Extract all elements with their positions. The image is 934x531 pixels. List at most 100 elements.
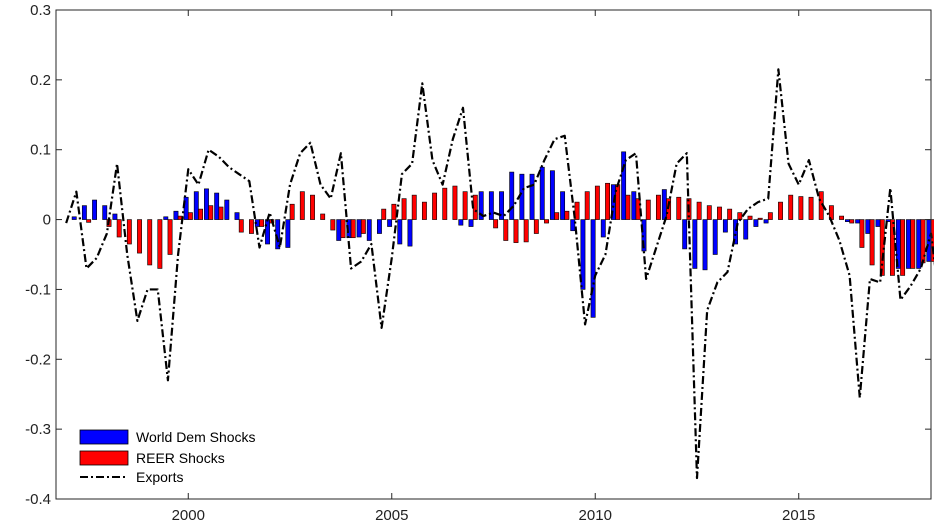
bar-reer xyxy=(249,219,254,234)
bars-layer xyxy=(71,151,934,318)
bar-world-dem xyxy=(722,219,728,233)
bar-reer xyxy=(238,219,244,233)
bar-reer xyxy=(86,219,92,223)
bar-reer xyxy=(706,205,712,220)
legend-swatch-world-dem xyxy=(79,429,129,445)
bar-world-dem xyxy=(600,219,606,238)
bar-world-dem xyxy=(234,212,240,220)
bar-world-dem xyxy=(753,219,759,227)
bar-reer xyxy=(676,196,682,220)
bar-reer xyxy=(299,191,305,220)
bar-reer xyxy=(757,217,763,220)
bar-reer xyxy=(747,215,753,220)
bar-world-dem xyxy=(214,192,220,220)
bar-reer xyxy=(421,201,427,220)
bar-reer xyxy=(208,205,214,220)
bar-reer xyxy=(259,219,265,227)
bar-reer xyxy=(889,219,895,276)
bar-world-dem xyxy=(92,199,97,220)
y-tick-label: 0.2 xyxy=(30,72,51,89)
legend-label-world-dem: World Dem Shocks xyxy=(136,429,256,445)
bar-world-dem xyxy=(377,219,382,234)
bar-reer xyxy=(157,219,163,269)
bar-reer xyxy=(452,185,458,220)
bar-reer xyxy=(655,194,661,220)
x-tick-label: 2010 xyxy=(579,507,612,524)
bar-reer xyxy=(645,199,651,220)
bar-reer xyxy=(391,203,397,220)
bar-reer xyxy=(320,213,326,220)
bar-world-dem xyxy=(265,219,270,245)
bar-world-dem xyxy=(71,216,77,220)
bar-reer xyxy=(869,219,875,266)
bar-reer xyxy=(147,219,153,266)
bar-reer xyxy=(839,215,844,220)
bar-world-dem xyxy=(102,205,108,220)
bar-reer xyxy=(187,212,193,220)
bar-world-dem xyxy=(468,219,474,227)
bar-world-dem xyxy=(163,216,169,220)
bar-reer xyxy=(554,212,560,220)
x-tick-label: 2005 xyxy=(375,507,408,524)
bar-world-dem xyxy=(865,219,871,234)
bar-world-dem xyxy=(906,219,911,269)
bar-reer xyxy=(808,196,814,220)
y-tick-label: 0.1 xyxy=(30,142,51,159)
x-tick-label: 2000 xyxy=(172,507,205,524)
bar-world-dem xyxy=(529,173,535,220)
bar-reer xyxy=(289,203,295,220)
bar-world-dem xyxy=(519,173,525,220)
bar-world-dem xyxy=(366,219,372,241)
bar-world-dem xyxy=(733,219,738,245)
bar-world-dem xyxy=(509,171,515,220)
x-tick-label: 2015 xyxy=(782,507,815,524)
bar-reer xyxy=(544,219,549,224)
bar-world-dem xyxy=(855,219,861,224)
bar-reer xyxy=(310,194,315,220)
bar-world-dem xyxy=(387,219,393,227)
bar-world-dem xyxy=(692,219,698,269)
bar-reer xyxy=(594,185,600,220)
bar-world-dem xyxy=(845,219,850,222)
bar-reer xyxy=(523,219,529,243)
bar-reer xyxy=(625,194,631,220)
bar-reer xyxy=(584,191,590,220)
y-tick-label: -0.1 xyxy=(25,281,51,298)
bar-world-dem xyxy=(478,191,484,220)
bar-world-dem xyxy=(641,219,647,252)
bar-reer xyxy=(564,210,570,220)
bar-reer xyxy=(360,219,366,234)
bar-world-dem xyxy=(570,219,576,232)
bar-world-dem xyxy=(763,219,769,224)
bar-reer xyxy=(340,219,346,239)
y-tick-label: -0.3 xyxy=(25,421,51,438)
bar-reer xyxy=(442,187,448,220)
bar-reer xyxy=(910,219,916,269)
bar-world-dem xyxy=(702,219,708,271)
bar-world-dem xyxy=(407,219,413,247)
bar-reer xyxy=(493,219,499,229)
bar-world-dem xyxy=(631,191,637,220)
bar-world-dem xyxy=(875,219,881,227)
bar-reer xyxy=(727,208,733,220)
bar-world-dem xyxy=(682,219,688,250)
y-tick-label: -0.2 xyxy=(25,351,51,368)
y-tick-label: -0.4 xyxy=(25,491,51,508)
bar-world-dem xyxy=(112,213,118,220)
bar-reer xyxy=(605,182,610,220)
bar-reer xyxy=(767,212,773,220)
bar-world-dem xyxy=(173,210,179,220)
bar-reer xyxy=(859,219,865,248)
bar-world-dem xyxy=(539,166,545,220)
bar-reer xyxy=(533,219,539,234)
bar-world-dem xyxy=(743,219,749,240)
bar-reer xyxy=(503,219,509,241)
bar-world-dem xyxy=(285,219,291,248)
bar-world-dem xyxy=(621,151,627,220)
bar-world-dem xyxy=(275,219,281,250)
bar-reer xyxy=(167,219,173,255)
bar-reer xyxy=(798,196,804,220)
bar-world-dem xyxy=(590,219,596,318)
bar-reer xyxy=(381,208,387,220)
axes-frame xyxy=(55,9,932,500)
